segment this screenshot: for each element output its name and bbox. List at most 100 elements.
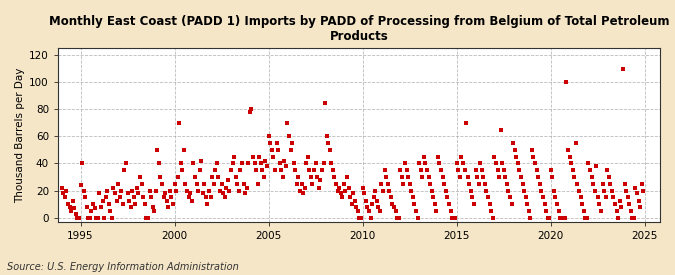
Point	[74, 215, 84, 220]
Point	[333, 186, 344, 190]
Point	[500, 175, 511, 179]
Point	[431, 209, 442, 213]
Point	[284, 134, 294, 139]
Point	[124, 199, 134, 204]
Point	[547, 175, 558, 179]
Point	[163, 205, 173, 209]
Point	[620, 188, 631, 193]
Point	[207, 175, 217, 179]
Point	[461, 121, 472, 125]
Point	[522, 202, 533, 206]
Point	[329, 175, 340, 179]
Point	[335, 191, 346, 196]
Point	[188, 161, 198, 166]
Point	[560, 215, 570, 220]
Point	[359, 191, 370, 196]
Point	[313, 186, 324, 190]
Text: Source: U.S. Energy Information Administration: Source: U.S. Energy Information Administ…	[7, 262, 238, 272]
Point	[276, 168, 287, 172]
Point	[298, 191, 308, 196]
Point	[147, 205, 158, 209]
Point	[151, 188, 161, 193]
Point	[377, 188, 388, 193]
Point	[537, 195, 548, 200]
Point	[401, 168, 412, 172]
Point	[525, 215, 536, 220]
Point	[382, 182, 393, 186]
Point	[467, 195, 478, 200]
Point	[338, 182, 349, 186]
Point	[105, 209, 115, 213]
Point	[171, 188, 182, 193]
Point	[610, 202, 620, 206]
Point	[618, 67, 628, 71]
Point	[459, 168, 470, 172]
Point	[637, 182, 647, 186]
Point	[157, 182, 167, 186]
Point	[135, 175, 146, 179]
Point	[149, 209, 160, 213]
Point	[136, 182, 147, 186]
Point	[491, 161, 502, 166]
Point	[83, 215, 94, 220]
Point	[165, 188, 176, 193]
Point	[541, 209, 551, 213]
Point	[371, 199, 382, 204]
Point	[420, 161, 431, 166]
Point	[634, 205, 645, 209]
Point	[325, 148, 335, 152]
Point	[555, 215, 566, 220]
Point	[385, 195, 396, 200]
Point	[581, 215, 592, 220]
Point	[613, 215, 624, 220]
Point	[423, 175, 434, 179]
Point	[462, 175, 473, 179]
Point	[152, 148, 163, 152]
Point	[597, 182, 608, 186]
Point	[484, 202, 495, 206]
Point	[185, 191, 196, 196]
Point	[277, 175, 288, 179]
Point	[180, 182, 191, 186]
Point	[292, 182, 302, 186]
Point	[95, 205, 106, 209]
Point	[326, 161, 337, 166]
Point	[241, 186, 252, 190]
Point	[346, 202, 357, 206]
Point	[234, 188, 244, 193]
Point	[475, 161, 485, 166]
Point	[612, 209, 622, 213]
Point	[410, 209, 421, 213]
Point	[116, 188, 127, 193]
Point	[59, 195, 70, 200]
Point	[580, 215, 591, 220]
Point	[479, 182, 490, 186]
Point	[464, 182, 475, 186]
Point	[94, 191, 105, 196]
Point	[268, 155, 279, 159]
Point	[130, 202, 141, 206]
Point	[514, 168, 524, 172]
Point	[288, 161, 299, 166]
Point	[400, 161, 410, 166]
Point	[605, 182, 616, 186]
Point	[594, 202, 605, 206]
Point	[486, 209, 497, 213]
Point	[301, 161, 312, 166]
Point	[56, 186, 67, 190]
Point	[575, 195, 586, 200]
Point	[614, 199, 625, 204]
Point	[478, 175, 489, 179]
Point	[342, 175, 352, 179]
Point	[196, 159, 207, 163]
Point	[64, 205, 75, 209]
Point	[418, 155, 429, 159]
Point	[379, 168, 390, 172]
Point	[351, 205, 362, 209]
Point	[434, 161, 445, 166]
Point	[387, 202, 398, 206]
Point	[533, 175, 543, 179]
Point	[517, 182, 528, 186]
Point	[216, 182, 227, 186]
Point	[250, 168, 261, 172]
